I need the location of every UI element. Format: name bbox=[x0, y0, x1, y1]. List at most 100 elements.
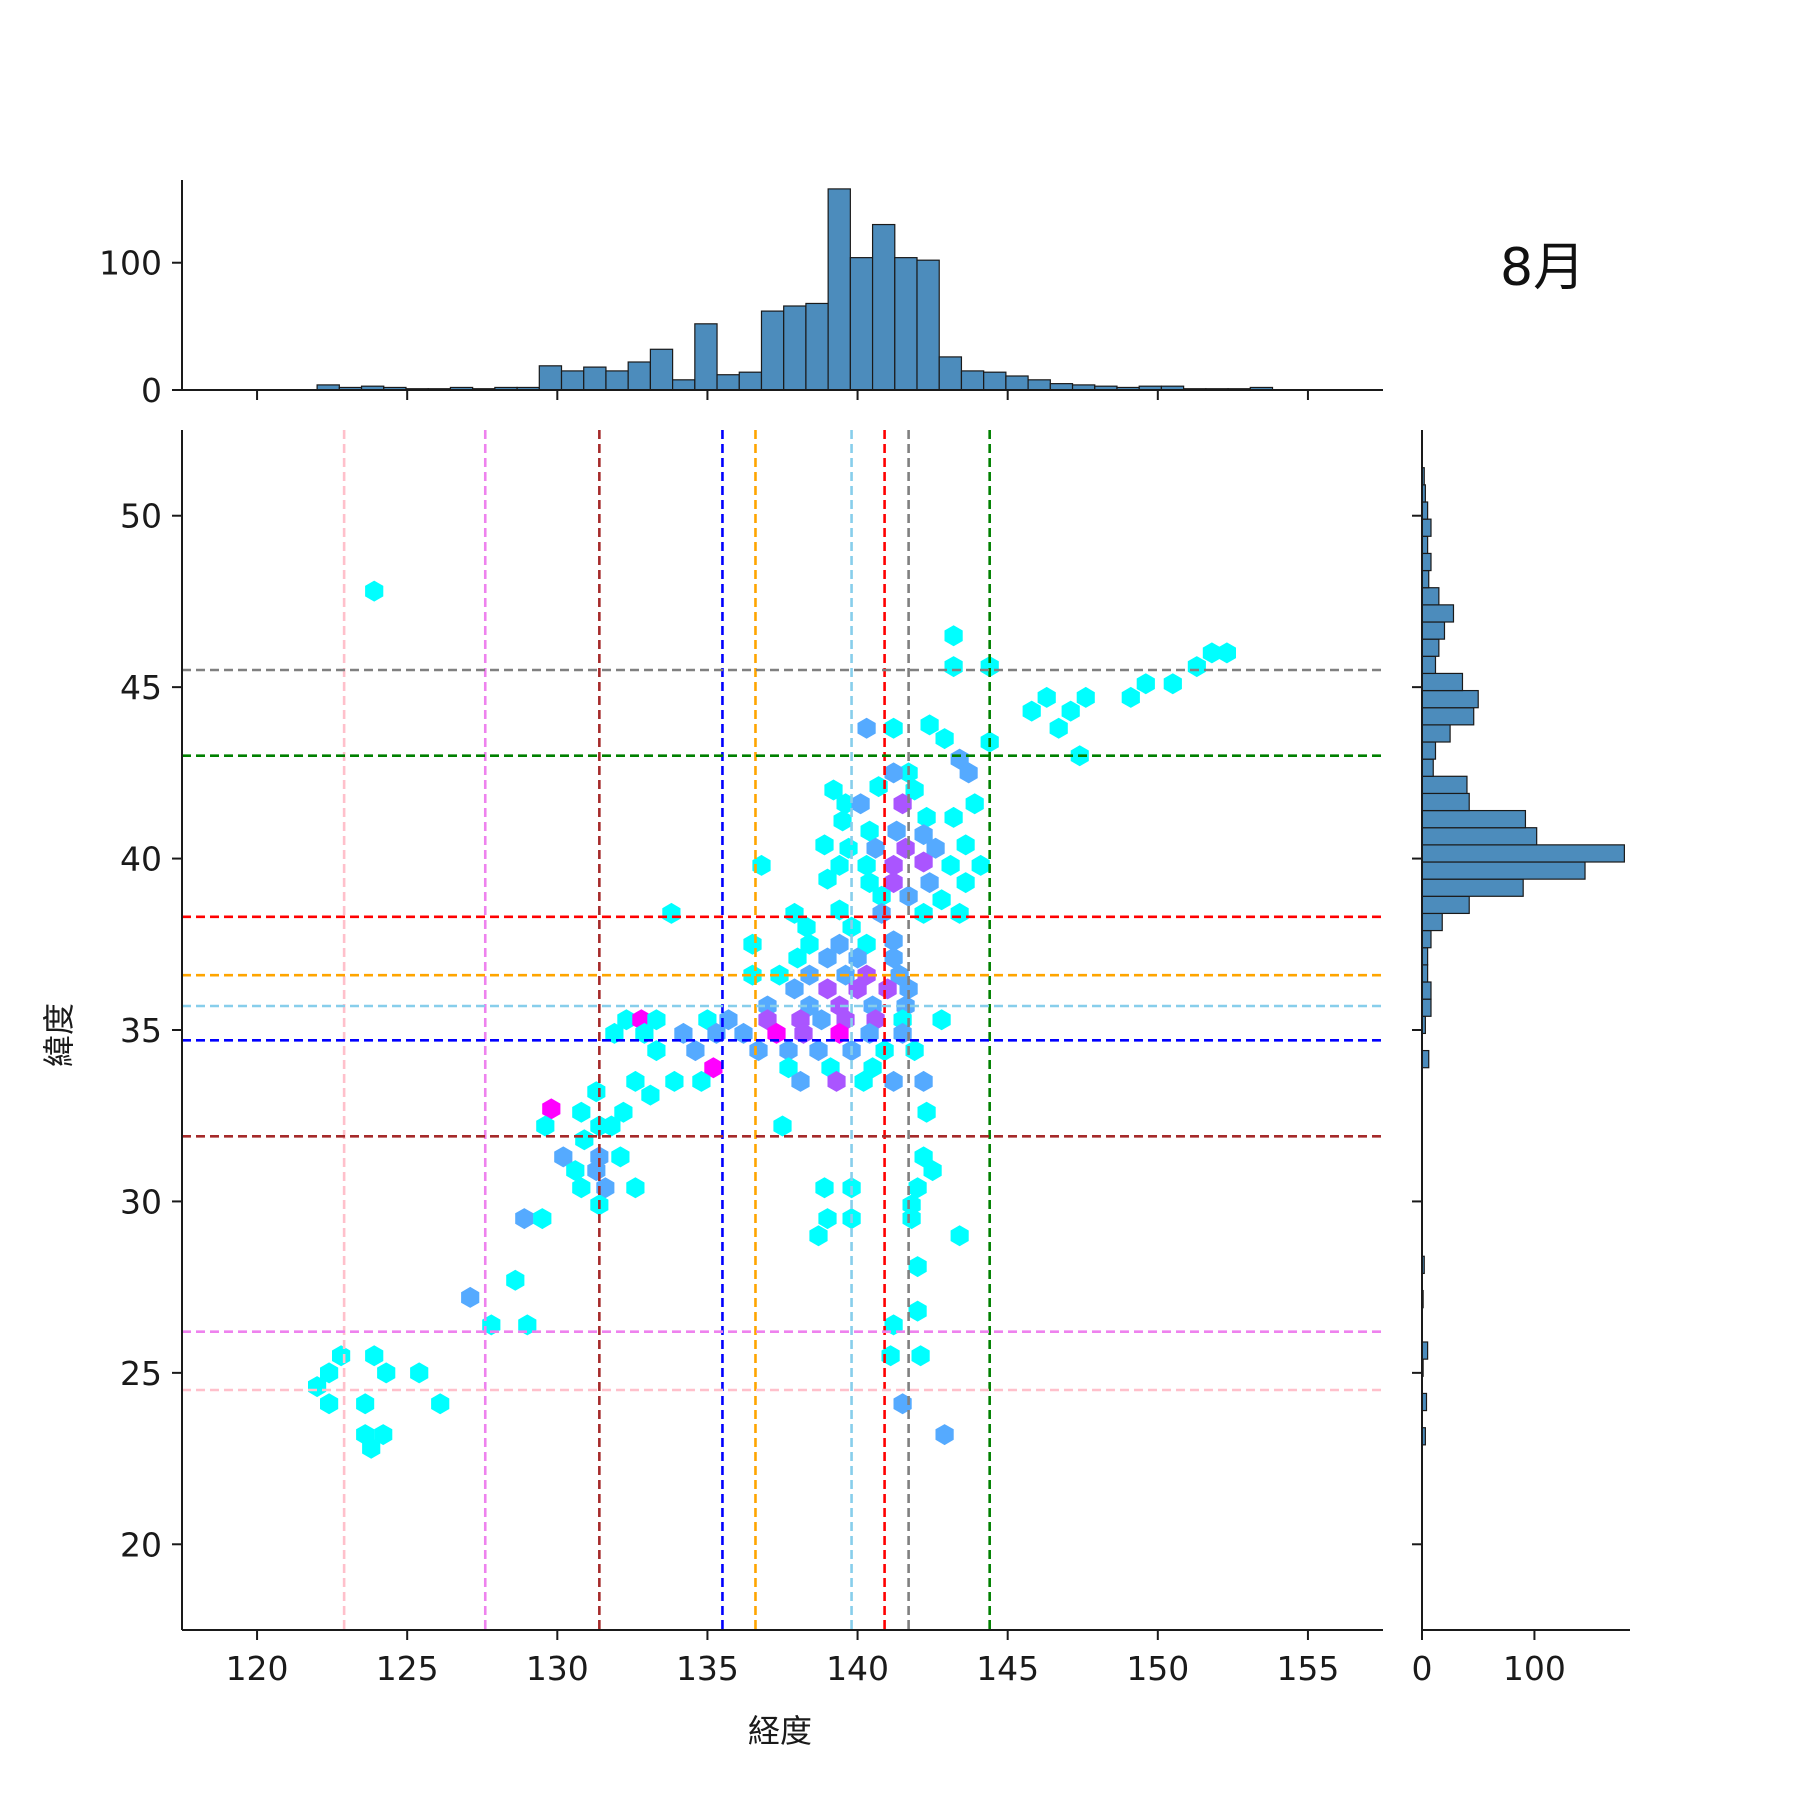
x-tick-label: 140 bbox=[826, 1649, 889, 1688]
hexbin-cell bbox=[665, 1070, 684, 1092]
top-histogram-bar bbox=[894, 257, 918, 391]
right-histogram-bar bbox=[1421, 861, 1586, 880]
hexbin-cell bbox=[365, 1345, 384, 1367]
top-histogram-bar bbox=[760, 310, 785, 391]
hexbin-cell bbox=[830, 854, 849, 876]
hexbin-cell bbox=[914, 1146, 933, 1168]
hexbin-cell bbox=[869, 776, 888, 798]
hexbin-cell bbox=[518, 1314, 537, 1336]
right-histogram-bar bbox=[1421, 518, 1432, 537]
y-tick-label: 40 bbox=[120, 840, 162, 879]
right-histogram-bar bbox=[1421, 655, 1437, 675]
hexbin-cell bbox=[617, 1009, 636, 1031]
hexbin-cell bbox=[779, 1040, 798, 1062]
hexbin-cell bbox=[587, 1160, 606, 1182]
hexbin-cell bbox=[893, 1022, 912, 1044]
hexbin-cell bbox=[1076, 686, 1095, 708]
hexbin-cell bbox=[362, 1437, 381, 1459]
hexbin-cell bbox=[1037, 686, 1056, 708]
top-histogram-bar bbox=[1005, 375, 1029, 391]
y-tick-label: 20 bbox=[120, 1525, 162, 1564]
top-histogram-bar bbox=[827, 188, 851, 391]
hexbin-cell bbox=[698, 1009, 717, 1031]
hexbin-cell bbox=[614, 1101, 633, 1123]
hexbin-cell bbox=[812, 1009, 831, 1031]
right-histogram-bar bbox=[1421, 878, 1524, 897]
hexbin-cell bbox=[980, 656, 999, 678]
hexbin-cell bbox=[950, 1225, 969, 1247]
hexbin-cell bbox=[848, 947, 867, 969]
right-histogram-x-tick-label: 0 bbox=[1412, 1649, 1433, 1688]
hexbin-cell bbox=[1163, 673, 1182, 695]
right-histogram-bar bbox=[1421, 689, 1479, 709]
right-histogram-bar bbox=[1421, 844, 1625, 863]
right-histogram: 0 100 bbox=[1412, 430, 1630, 1688]
x-tick-label: 150 bbox=[1126, 1649, 1189, 1688]
hexbin-cell bbox=[1022, 700, 1041, 722]
hexbin-cell bbox=[839, 837, 858, 859]
top-histogram-bar bbox=[738, 371, 763, 391]
hexbin-cell bbox=[752, 854, 771, 876]
hexbin-cell bbox=[332, 1345, 351, 1367]
hexbin-cell bbox=[950, 902, 969, 924]
hexbin-cell bbox=[815, 1177, 834, 1199]
top-histogram-bar bbox=[805, 302, 829, 391]
hexbin-cell bbox=[830, 1022, 849, 1044]
hexbin-cell bbox=[749, 1040, 768, 1062]
hexbin-plot-area: 120 125 130 135 140 145 150 155 20 25 30 35 40 45 50 bbox=[120, 430, 1383, 1688]
hexbin-cell bbox=[914, 824, 933, 846]
hexbin-cell bbox=[1187, 656, 1206, 678]
hexbin-cell bbox=[758, 1009, 777, 1031]
hexbin-cell bbox=[641, 1084, 660, 1106]
hexbin-cell bbox=[884, 872, 903, 894]
hexbin-cell bbox=[917, 1101, 936, 1123]
y-tick-label: 35 bbox=[120, 1011, 162, 1050]
right-histogram-bar bbox=[1421, 569, 1430, 589]
hexbin-cell bbox=[905, 779, 924, 801]
hexbin-cell bbox=[533, 1208, 552, 1230]
x-tick-label: 125 bbox=[376, 1649, 439, 1688]
hexbin-cell bbox=[932, 1009, 951, 1031]
hexbin-cell bbox=[626, 1070, 645, 1092]
hexbin-cell bbox=[1217, 642, 1236, 664]
hexbin-cell bbox=[944, 656, 963, 678]
top-histogram-bar bbox=[627, 361, 651, 391]
right-histogram-bar bbox=[1421, 998, 1432, 1017]
hexbin-cell bbox=[833, 810, 852, 832]
right-histogram-bar bbox=[1421, 707, 1475, 726]
right-histogram-bar bbox=[1421, 672, 1464, 692]
hexbin-cell bbox=[554, 1146, 573, 1168]
hexbin-cell bbox=[686, 1040, 705, 1062]
hexbin-cell bbox=[935, 728, 954, 750]
right-histogram-bar bbox=[1421, 809, 1527, 829]
hexbin-cell bbox=[800, 995, 819, 1017]
hexbin-cell bbox=[773, 1115, 792, 1137]
top-histogram-y-tick-label: 100 bbox=[99, 244, 162, 283]
hexbin-cell bbox=[893, 793, 912, 815]
top-histogram-bar bbox=[871, 223, 896, 391]
hexbin-cell bbox=[461, 1286, 480, 1308]
hexbin-cell bbox=[917, 806, 936, 828]
hexbin-cell bbox=[707, 1022, 726, 1044]
x-axis-title: 経度 bbox=[748, 1712, 812, 1750]
hexbin-cell bbox=[914, 1070, 933, 1092]
top-histogram-bar bbox=[672, 379, 696, 391]
x-tick-label: 130 bbox=[526, 1649, 589, 1688]
hexbin-cell bbox=[788, 947, 807, 969]
hexbin-cell bbox=[830, 899, 849, 921]
hexbin-cell bbox=[878, 978, 897, 1000]
y-tick-label: 25 bbox=[120, 1354, 162, 1393]
hexbin-cell bbox=[809, 1040, 828, 1062]
hexbin-cell bbox=[674, 1022, 693, 1044]
hexbin-cell bbox=[857, 854, 876, 876]
right-histogram-bar bbox=[1421, 724, 1451, 743]
hexbin-cell bbox=[920, 872, 939, 894]
right-histogram-bar bbox=[1421, 792, 1470, 812]
hexbin-cell bbox=[743, 964, 762, 986]
hexbin-cell bbox=[872, 885, 891, 907]
hexbin-cell bbox=[542, 1098, 561, 1120]
hexbin-cell bbox=[884, 930, 903, 952]
hexbin-cell bbox=[884, 1314, 903, 1336]
top-histogram-bar bbox=[783, 305, 807, 391]
